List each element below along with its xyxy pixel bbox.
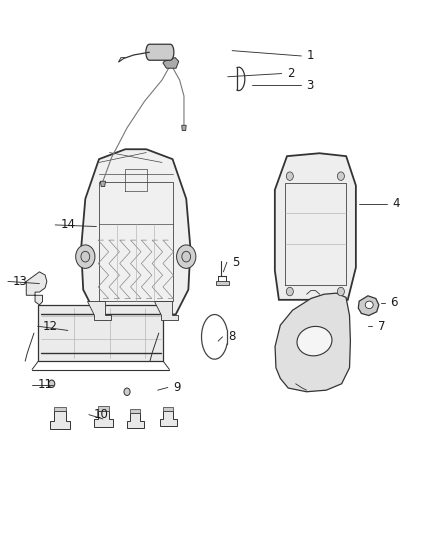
- Text: 6: 6: [390, 296, 397, 309]
- Polygon shape: [160, 411, 177, 426]
- Circle shape: [286, 287, 293, 296]
- Polygon shape: [119, 58, 125, 62]
- Polygon shape: [275, 154, 356, 300]
- Circle shape: [49, 380, 55, 387]
- Polygon shape: [94, 410, 113, 427]
- Text: 7: 7: [378, 320, 385, 333]
- Text: 2: 2: [287, 67, 294, 80]
- Polygon shape: [358, 296, 379, 316]
- Circle shape: [337, 287, 344, 296]
- Circle shape: [177, 245, 196, 269]
- Polygon shape: [81, 149, 191, 314]
- Polygon shape: [127, 413, 144, 428]
- Text: 14: 14: [60, 219, 75, 231]
- Polygon shape: [163, 407, 173, 411]
- Polygon shape: [216, 281, 229, 285]
- Polygon shape: [182, 125, 186, 131]
- Circle shape: [182, 252, 191, 262]
- Polygon shape: [154, 301, 178, 320]
- Polygon shape: [50, 411, 70, 429]
- Circle shape: [124, 388, 130, 395]
- Text: 5: 5: [232, 256, 240, 269]
- Polygon shape: [100, 181, 106, 187]
- Circle shape: [76, 245, 95, 269]
- Circle shape: [337, 172, 344, 180]
- Text: 9: 9: [173, 381, 180, 394]
- Ellipse shape: [297, 326, 332, 356]
- Polygon shape: [87, 301, 111, 320]
- Polygon shape: [39, 305, 163, 361]
- Polygon shape: [275, 293, 350, 392]
- Polygon shape: [163, 58, 179, 68]
- Polygon shape: [54, 407, 66, 411]
- Polygon shape: [98, 406, 109, 410]
- Text: 13: 13: [13, 275, 28, 288]
- Circle shape: [81, 252, 90, 262]
- Text: 11: 11: [37, 378, 52, 391]
- Ellipse shape: [365, 301, 373, 309]
- Text: 3: 3: [307, 79, 314, 92]
- Text: 1: 1: [307, 50, 314, 62]
- Text: 12: 12: [43, 320, 58, 333]
- Text: 4: 4: [392, 197, 399, 210]
- Polygon shape: [146, 44, 174, 60]
- Circle shape: [286, 172, 293, 180]
- Text: 10: 10: [94, 408, 109, 421]
- Polygon shape: [26, 272, 47, 305]
- Polygon shape: [131, 409, 140, 413]
- Text: 8: 8: [228, 330, 235, 343]
